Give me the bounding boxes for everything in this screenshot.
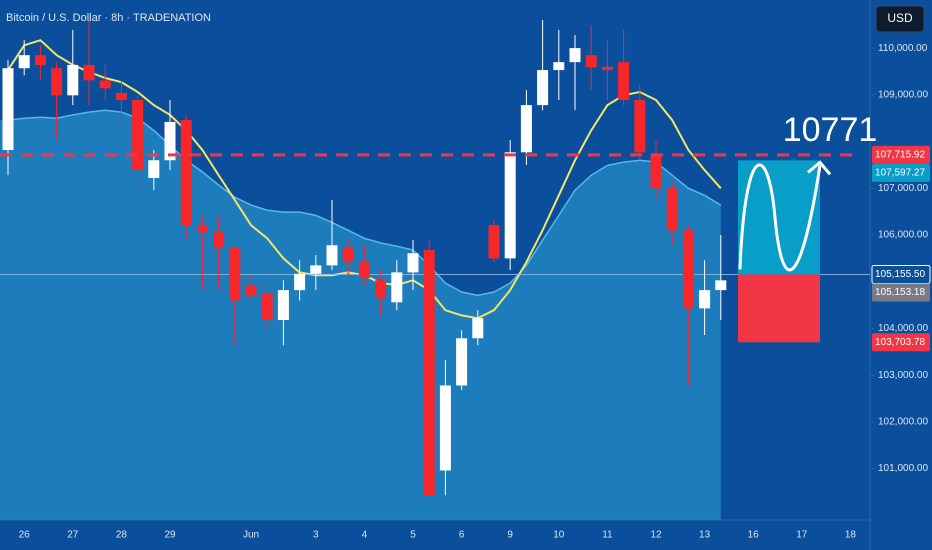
price-label-box: [872, 145, 930, 164]
x-tick-label: Jun: [243, 530, 259, 541]
candle-body: [196, 225, 208, 233]
candle-body: [375, 280, 387, 299]
candle-body: [180, 120, 192, 226]
arrow-head: [807, 160, 832, 176]
candle-body: [601, 66, 613, 71]
x-tick-label: 28: [116, 530, 128, 541]
candle-body: [699, 290, 711, 309]
candle-body: [99, 80, 111, 89]
x-tick-label: 27: [67, 530, 79, 541]
x-tick-label: 17: [796, 530, 808, 541]
price-label-box: [872, 163, 930, 182]
x-tick-label: 16: [748, 530, 760, 541]
x-tick-label: 12: [650, 530, 662, 541]
y-tick-label: 102,000.00: [878, 417, 928, 428]
x-tick-label: 11: [602, 530, 613, 541]
candle-body: [537, 70, 549, 106]
currency-label[interactable]: USD: [887, 11, 913, 25]
candle-body: [520, 105, 532, 153]
y-tick-label: 109,000.00: [878, 89, 928, 100]
candle-body: [439, 385, 451, 471]
candle-body: [229, 248, 241, 301]
candle-body: [148, 160, 160, 179]
price-label: 105,153.18: [875, 287, 925, 298]
candle-body: [51, 68, 63, 96]
x-tick-label: 3: [313, 530, 319, 541]
candle-body: [569, 48, 581, 63]
price-label: 107,715.92: [875, 149, 925, 160]
candle-body: [294, 273, 306, 291]
candle-body: [358, 262, 370, 278]
candle-body: [682, 230, 694, 309]
candle-body: [488, 225, 500, 259]
candle-body: [391, 272, 403, 303]
y-tick-label: 110,000.00: [878, 43, 928, 54]
candle-body: [164, 121, 176, 161]
ma-area: [0, 110, 721, 521]
candle-body: [34, 55, 46, 65]
candle-body: [504, 152, 516, 259]
candle-body: [618, 62, 630, 100]
x-tick-label: 4: [362, 530, 368, 541]
x-tick-label: 13: [699, 530, 711, 541]
candle-body: [18, 55, 30, 69]
x-tick-label: 6: [459, 530, 465, 541]
candle-body: [277, 290, 289, 321]
candle-body: [213, 232, 225, 249]
ma-area-line: [7, 109, 722, 297]
x-tick-label: 18: [845, 530, 857, 541]
x-tick-label: 29: [164, 530, 176, 541]
y-tick-label: 103,000.00: [878, 370, 928, 381]
candle-body: [326, 245, 338, 266]
candle-body: [245, 285, 257, 296]
stop-zone: [738, 274, 820, 343]
plot: [0, 20, 870, 521]
price-label-box: [872, 283, 930, 302]
candle-body: [585, 55, 597, 68]
y-tick-label: 104,000.00: [878, 323, 928, 334]
candle-body: [132, 99, 144, 171]
y-tick-label: 101,000.00: [878, 463, 928, 474]
candle-body: [115, 92, 127, 100]
candle-body: [261, 293, 273, 321]
price-label: 103,703.78: [875, 337, 925, 348]
candle-body: [407, 253, 419, 273]
x-tick-label: 26: [19, 530, 31, 541]
candle-body: [2, 68, 14, 150]
candle-body: [83, 64, 95, 81]
x-tick-label: 5: [410, 530, 416, 541]
candle-body: [456, 338, 468, 386]
price-label-box: [872, 333, 930, 352]
x-tick-label: 9: [507, 530, 513, 541]
candle-body: [553, 62, 565, 71]
price-label: 105,155.50: [875, 269, 925, 280]
y-tick-label: 106,000.00: [878, 230, 928, 241]
candle-body: [650, 155, 662, 189]
wave-arrow: [738, 163, 822, 272]
candle-body: [67, 64, 79, 96]
candle-body: [634, 99, 646, 153]
annotation: 10771: [783, 111, 878, 149]
currency-button[interactable]: [875, 5, 925, 33]
candle-body: [310, 265, 322, 274]
chart-title: Bitcoin / U.S. Dollar · 8h · TRADENATION: [6, 12, 211, 24]
candle-body: [423, 249, 435, 496]
y-tick-label: 107,000.00: [878, 183, 928, 194]
x-tick-label: 10: [553, 530, 565, 541]
price-label: 107,597.27: [875, 167, 925, 178]
candle-body: [715, 280, 727, 291]
candle-body: [342, 247, 354, 263]
candle-body: [666, 188, 678, 231]
candle-body: [472, 318, 484, 339]
